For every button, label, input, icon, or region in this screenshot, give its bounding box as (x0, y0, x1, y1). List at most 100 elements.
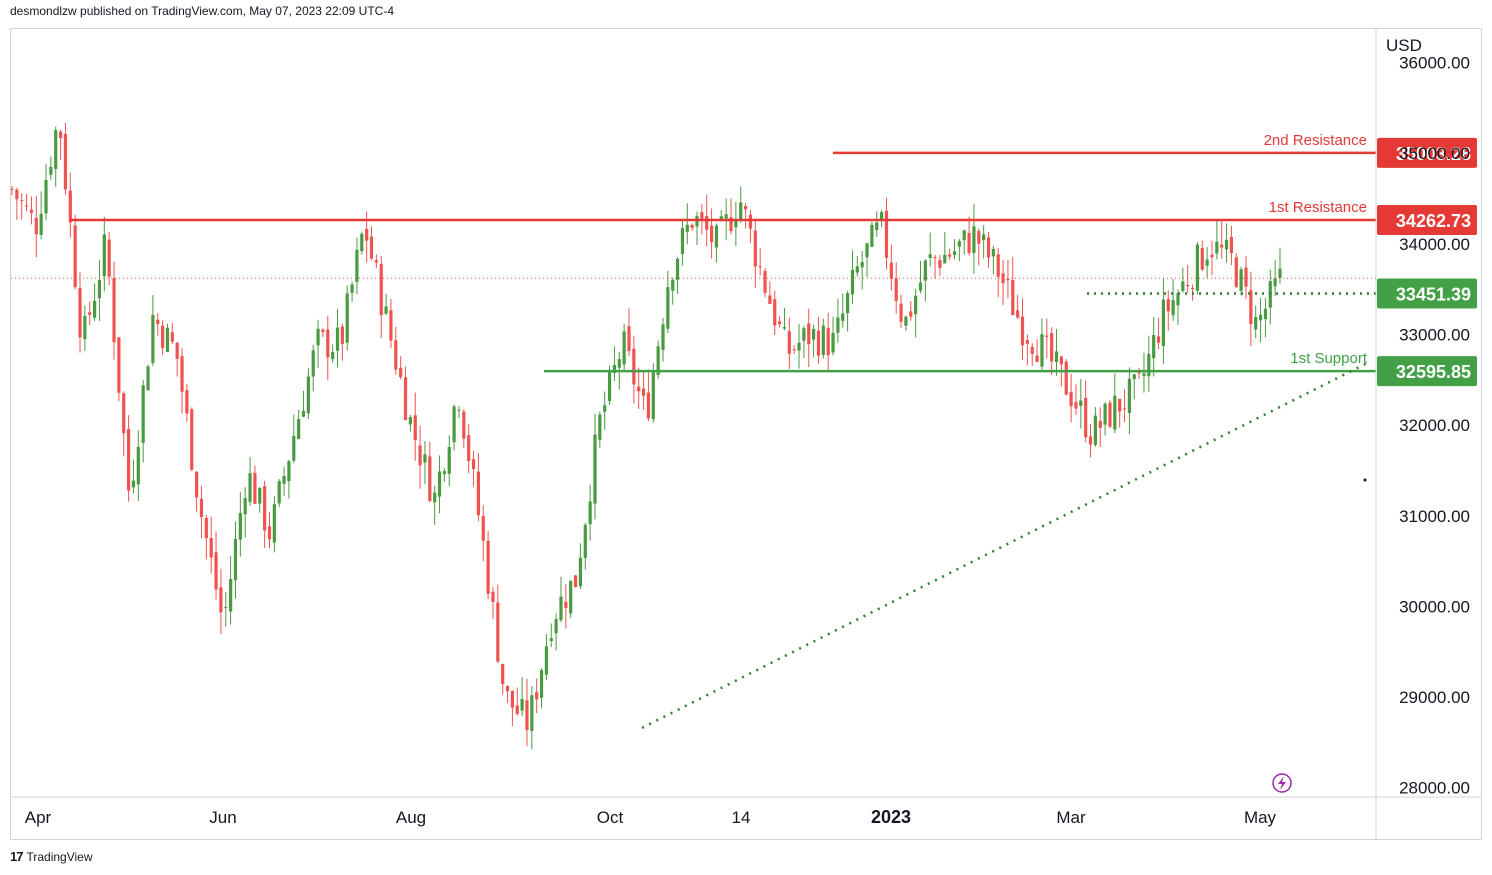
candle-body (535, 692, 539, 700)
level-badge-text: 34262.73 (1396, 211, 1471, 231)
candle-body (165, 327, 170, 352)
candle-body (957, 241, 961, 247)
candle-body (491, 591, 495, 602)
candle-body (428, 456, 432, 501)
candle-body (1006, 278, 1010, 281)
candle-body (1224, 239, 1229, 250)
level-badge (1377, 356, 1477, 387)
candle-body (83, 315, 87, 340)
candle-body (685, 224, 689, 232)
candle-body (306, 376, 310, 414)
candle-body (884, 210, 889, 258)
candle-body (807, 323, 811, 345)
candle-body (1156, 336, 1161, 343)
y-tick-label: 31000.00 (1399, 507, 1470, 526)
candle-body (656, 346, 660, 375)
candle-body (175, 342, 179, 359)
candle-body (1059, 356, 1063, 365)
candle-body (836, 317, 840, 333)
x-tick-label: 14 (732, 808, 751, 827)
candle-body (335, 327, 340, 351)
candle-body (569, 580, 573, 614)
candle-body (141, 385, 145, 443)
candle-body (607, 370, 612, 401)
candle-body (1210, 254, 1214, 258)
candle-body (112, 277, 116, 343)
x-tick-label: Oct (597, 808, 624, 827)
candle-body (763, 270, 767, 293)
candle-body (408, 417, 412, 425)
candle-body (1108, 402, 1112, 427)
candle-body (933, 257, 937, 259)
candle-body (1132, 374, 1136, 380)
candle-body (1103, 403, 1107, 425)
candle-body (1045, 335, 1049, 337)
candle-body (389, 310, 393, 341)
candle-body (447, 446, 451, 474)
candle-body (787, 331, 791, 354)
candle-body (510, 690, 514, 708)
candle-body (88, 312, 92, 315)
level-badge (1377, 137, 1477, 168)
candle-body (515, 705, 519, 714)
candle-body (292, 435, 296, 461)
candle-body (384, 306, 388, 314)
candle-body (841, 313, 845, 321)
candle-body (1093, 415, 1097, 445)
candle-body (345, 293, 349, 343)
candle-body (297, 419, 301, 439)
candle-body (797, 342, 801, 351)
candle-body (433, 492, 437, 503)
candle-body (986, 237, 991, 258)
candle-body (24, 205, 29, 207)
candle-body (967, 232, 971, 253)
candle-body (136, 446, 140, 485)
y-tick-label: 36000.00 (1399, 54, 1470, 73)
candle-body (331, 352, 335, 360)
candle-body (394, 340, 398, 370)
candle-body (379, 264, 383, 315)
candle-body (1278, 268, 1282, 278)
candle-body (826, 327, 830, 356)
candle-body (928, 254, 932, 259)
candle-body (1011, 280, 1015, 316)
candle-body (700, 212, 704, 219)
candle-body (661, 324, 665, 350)
candle-body (1263, 308, 1268, 319)
candle-body (107, 239, 111, 277)
candle-body (204, 517, 208, 539)
x-tick-label: Aug (396, 808, 426, 827)
candles-layer (10, 122, 1282, 750)
candle-body (880, 211, 884, 220)
candle-body (229, 578, 233, 612)
candle-body (734, 220, 738, 228)
y-axis-layer: USD 28000.00 29000.00 30000.00 31000.00 32000… (11, 29, 1482, 839)
lightning-icon[interactable] (1272, 773, 1292, 793)
candle-body (1200, 247, 1204, 270)
x-tick-label: 2023 (871, 807, 911, 827)
candle-body (340, 326, 344, 344)
candle-body (248, 473, 252, 502)
candle-body (238, 512, 242, 540)
candle-body (505, 686, 510, 692)
candle-body (423, 454, 427, 463)
candle-body (943, 254, 947, 264)
candle-body (870, 224, 874, 247)
candle-body (311, 350, 315, 377)
candle-body (690, 224, 694, 229)
candle-body (122, 393, 126, 434)
candle-body (418, 445, 422, 466)
tradingview-logo[interactable]: 17 TradingView (10, 849, 93, 864)
candle-body (583, 524, 587, 559)
candle-body (1273, 278, 1277, 287)
candle-body (49, 166, 53, 175)
candle-body (170, 332, 174, 342)
candle-body (739, 202, 743, 221)
candle-body (1142, 373, 1146, 376)
candle-body (326, 329, 330, 358)
candle-body (1254, 316, 1258, 330)
level-badge-text: 35003.28 (1396, 144, 1471, 164)
tradingview-mark-icon: 17 (10, 849, 24, 864)
candle-body (126, 429, 131, 491)
